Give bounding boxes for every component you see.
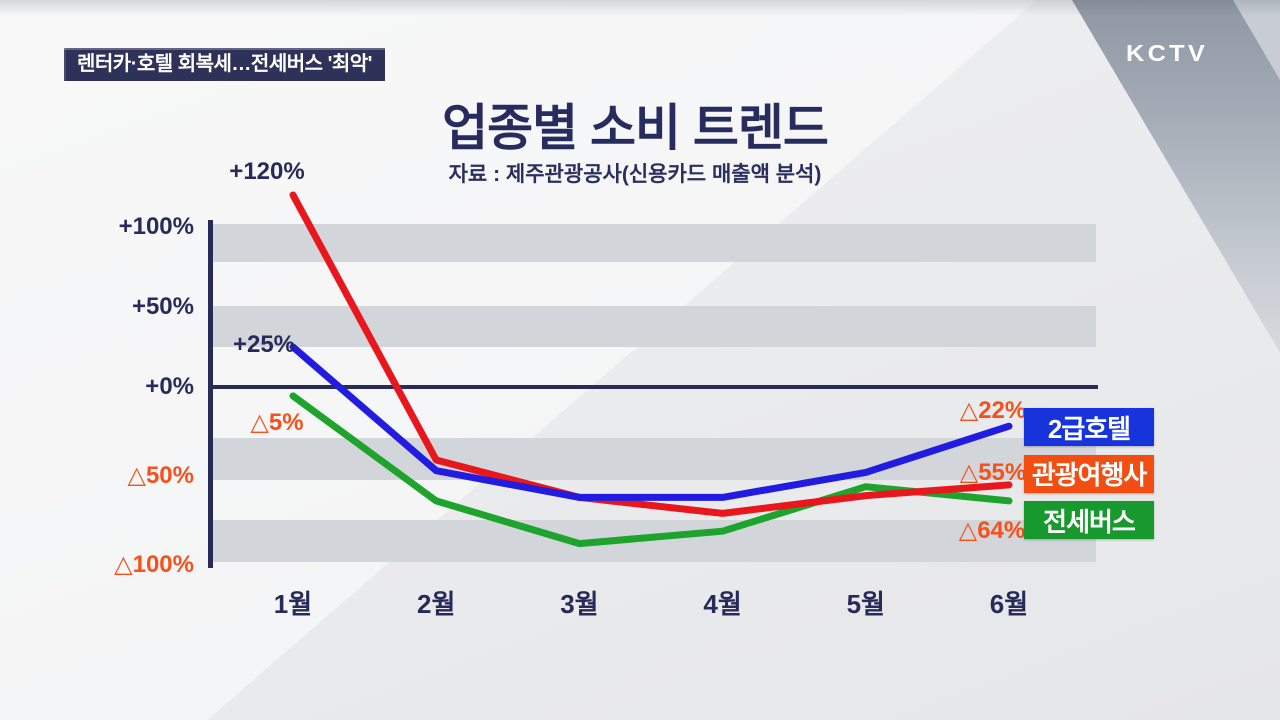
x-axis-label: 2월 — [416, 589, 456, 619]
legend-item-1: 2급호텔 — [1024, 408, 1154, 446]
kctv-logo: KCTV — [1126, 40, 1209, 66]
line-bus — [289, 392, 1013, 548]
data-point-label: +25% — [232, 331, 296, 358]
x-axis-label: 1월 — [273, 589, 313, 619]
x-axis-label: 4월 — [703, 589, 742, 619]
data-point-label: +120% — [229, 158, 305, 185]
data-point-label: △55% — [959, 459, 1027, 486]
legend-item-3: 전세버스 — [1024, 501, 1154, 539]
x-axis-label: 6월 — [989, 589, 1029, 619]
grid-band — [213, 224, 1096, 262]
data-point-label: △5% — [250, 409, 304, 436]
data-point-label: △22% — [959, 397, 1027, 424]
chart-source: 자료 : 제주관광공사(신용카드 매출액 분석) — [448, 163, 822, 186]
background-top-vignette — [0, 0, 1280, 16]
x-axis-label: 3월 — [560, 589, 599, 619]
y-axis-line — [208, 220, 213, 568]
y-axis-tick-label: △100% — [114, 551, 194, 578]
line-hotel — [289, 343, 1013, 501]
chart-title: 업종별 소비 트렌드 — [442, 100, 829, 156]
y-axis-tick-label: +50% — [131, 293, 194, 320]
line-travel — [289, 191, 1013, 517]
zero-baseline — [208, 385, 1098, 389]
data-point-label: △64% — [958, 517, 1026, 544]
x-axis-label: 5월 — [846, 589, 885, 619]
legend-item-2: 관광여행사 — [1024, 454, 1154, 493]
y-axis-tick-label: +100% — [118, 213, 194, 240]
y-axis-tick-label: +0% — [145, 373, 194, 400]
headline-banner: 렌터카·호텔 회복세…전세버스 '최악' — [64, 48, 385, 81]
y-axis-tick-label: △50% — [127, 462, 195, 489]
grid-band — [213, 520, 1096, 562]
